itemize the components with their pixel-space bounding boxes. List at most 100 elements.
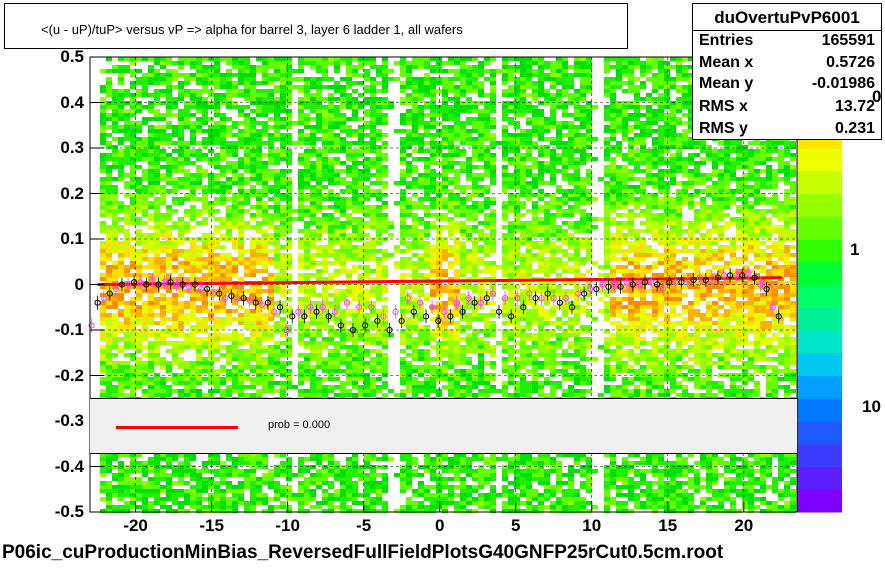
heatmap-cell [670,225,676,229]
heatmap-cell [454,61,460,65]
heatmap-cell [346,145,352,149]
heatmap-cell [574,269,580,273]
heatmap-cell [790,181,796,185]
heatmap-cell [580,149,586,153]
heatmap-cell [712,217,718,221]
heatmap-cell [118,261,124,265]
heatmap-cell [568,113,574,117]
heatmap-cell [370,209,376,213]
heatmap-cell [124,161,130,165]
heatmap-cell [268,125,274,129]
heatmap-cell [526,57,532,61]
heatmap-cell [736,189,742,193]
heatmap-cell [412,245,418,249]
heatmap-cell [154,125,160,129]
heatmap-cell [550,77,556,81]
heatmap-cell [196,181,202,185]
heatmap-cell [202,65,208,69]
heatmap-cell [718,209,724,213]
heatmap-cell [544,145,550,149]
heatmap-cell [340,161,346,165]
heatmap-cell [232,73,238,77]
heatmap-cell [574,241,580,245]
heatmap-cell [598,273,604,277]
heatmap-cell [694,213,700,217]
heatmap-cell [610,173,616,177]
heatmap-cell [304,97,310,101]
heatmap-cell [364,189,370,193]
heatmap-cell [106,157,112,161]
heatmap-cell [100,109,106,113]
heatmap-cell [760,161,766,165]
heatmap-cell [382,165,388,169]
heatmap-cell [178,181,184,185]
heatmap-cell [184,277,190,281]
heatmap-cell [742,245,748,249]
heatmap-cell [190,245,196,249]
heatmap-cell [154,69,160,73]
heatmap-cell [196,109,202,113]
heatmap-cell [340,169,346,173]
heatmap-cell [520,269,526,273]
heatmap-cell [460,137,466,141]
heatmap-cell [526,77,532,81]
heatmap-cell [448,129,454,133]
heatmap-cell [436,81,442,85]
heatmap-cell [724,185,730,189]
heatmap-cell [226,217,232,221]
heatmap-cell [352,69,358,73]
heatmap-cell [304,149,310,153]
heatmap-cell [622,81,628,85]
heatmap-cell [610,77,616,81]
heatmap-cell [688,141,694,145]
heatmap-cell [526,121,532,125]
heatmap-cell [568,125,574,129]
heatmap-cell [454,85,460,89]
heatmap-cell [304,89,310,93]
heatmap-cell [460,249,466,253]
heatmap-cell [130,273,136,277]
heatmap-cell [556,229,562,233]
heatmap-cell [166,153,172,157]
heatmap-cell [616,257,622,261]
heatmap-cell [472,165,478,169]
heatmap-cell [424,89,430,93]
heatmap-cell [274,213,280,217]
heatmap-cell [658,201,664,205]
heatmap-cell [448,137,454,141]
heatmap-cell [778,177,784,181]
heatmap-cell [112,197,118,201]
heatmap-cell [514,121,520,125]
heatmap-cell [352,161,358,165]
heatmap-cell [154,249,160,253]
heatmap-cell [280,101,286,105]
heatmap-cell [340,101,346,105]
heatmap-cell [766,185,772,189]
heatmap-cell [472,101,478,105]
heatmap-cell [202,73,208,77]
heatmap-cell [364,213,370,217]
heatmap-cell [778,157,784,161]
heatmap-cell [220,225,226,229]
heatmap-cell [550,173,556,177]
heatmap-cell [400,97,406,101]
heatmap-cell [232,101,238,105]
heatmap-cell [106,189,112,193]
heatmap-cell [586,81,592,85]
heatmap-cell [472,265,478,269]
heatmap-cell [586,145,592,149]
heatmap-cell [316,93,322,97]
heatmap-cell [412,185,418,189]
heatmap-cell [256,69,262,73]
heatmap-cell [178,81,184,85]
heatmap-cell [322,193,328,197]
heatmap-cell [436,57,442,61]
heatmap-cell [100,161,106,165]
heatmap-cell [664,205,670,209]
heatmap-cell [484,133,490,137]
heatmap-cell [316,273,322,277]
heatmap-cell [280,245,286,249]
heatmap-cell [526,85,532,89]
heatmap-cell [190,57,196,61]
heatmap-cell [112,209,118,213]
